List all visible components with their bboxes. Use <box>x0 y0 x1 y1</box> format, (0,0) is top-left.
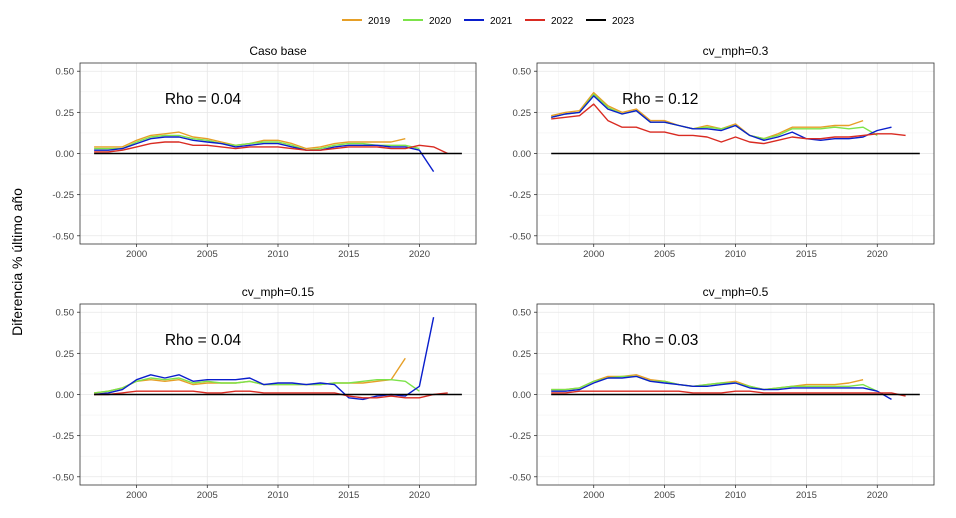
panel-border <box>79 303 477 486</box>
x-tick-label: 2000 <box>126 249 147 260</box>
y-tick-label: 0.00 <box>56 390 75 401</box>
y-tick-label: 0.25 <box>56 349 75 360</box>
x-tick-label: 2000 <box>126 490 147 501</box>
x-tick-label: 2005 <box>197 490 218 501</box>
x-tick-label: 2020 <box>409 490 430 501</box>
legend-label: 2022 <box>551 16 574 27</box>
series-line-2022 <box>94 390 448 399</box>
y-tick-label: -0.50 <box>509 231 531 242</box>
x-tick-label: 2000 <box>583 249 604 260</box>
panel-title: Caso base <box>249 44 307 58</box>
panel-2: 0.50 0.25 0.00 -0.25 -0.50 2000 2005 2010 2015 20… <box>509 44 935 260</box>
y-tick-label: 0.50 <box>513 67 532 78</box>
y-tick-label: 0.00 <box>56 149 75 160</box>
series-line-2022 <box>551 390 906 397</box>
x-tick-label: 2020 <box>867 249 888 260</box>
x-tick-label: 2020 <box>867 490 888 501</box>
y-tick-label: 0.00 <box>513 149 532 160</box>
rho-annotation: Rho = 0.04 <box>165 332 242 349</box>
y-tick-label: -0.25 <box>52 190 74 201</box>
panel-4: 0.50 0.25 0.00 -0.25 -0.50 2000 2005 2010 2015 20… <box>509 285 935 501</box>
y-tick-label: -0.50 <box>52 472 74 483</box>
panels: 0.50 0.25 0.00 -0.25 -0.50 2000 2005 2010 2015 20… <box>52 44 935 501</box>
legend-label: 2023 <box>612 16 635 27</box>
series-line-2019 <box>551 91 864 140</box>
x-tick-label: 2005 <box>654 490 675 501</box>
legend-item-2023: 2023 <box>586 16 635 27</box>
series-line-2022 <box>94 141 448 155</box>
legend-item-2021: 2021 <box>464 16 513 27</box>
y-axis-label: Diferencia % último año <box>9 188 25 336</box>
y-tick-label: -0.25 <box>509 190 531 201</box>
x-tick-label: 2005 <box>654 249 675 260</box>
y-tick-label: -0.50 <box>52 231 74 242</box>
y-tick-label: 0.25 <box>56 108 75 119</box>
series-line-2022 <box>551 103 906 145</box>
panel-title: cv_mph=0.15 <box>242 285 315 299</box>
series-line-2021 <box>94 317 435 401</box>
legend-label: 2020 <box>429 16 452 27</box>
panel-title: cv_mph=0.5 <box>703 285 769 299</box>
x-tick-label: 2010 <box>725 490 746 501</box>
series-line-2021 <box>551 95 892 142</box>
x-tick-label: 2015 <box>338 249 359 260</box>
series-line-2021 <box>94 136 435 172</box>
y-tick-label: 0.00 <box>513 390 532 401</box>
panel-border <box>536 62 935 245</box>
y-tick-label: 0.25 <box>513 108 532 119</box>
series-line-2021 <box>551 375 892 401</box>
x-tick-label: 2005 <box>197 249 218 260</box>
x-tick-label: 2010 <box>267 490 288 501</box>
legend-item-2020: 2020 <box>403 16 452 27</box>
y-tick-label: 0.25 <box>513 349 532 360</box>
panel-title: cv_mph=0.3 <box>703 44 769 58</box>
x-tick-label: 2010 <box>267 249 288 260</box>
series-line-2019 <box>94 357 406 394</box>
x-tick-label: 2020 <box>409 249 430 260</box>
y-tick-label: 0.50 <box>56 67 75 78</box>
legend: 2019 2020 2021 2022 2023 <box>342 16 635 27</box>
legend-label: 2021 <box>490 16 513 27</box>
panel-1: 0.50 0.25 0.00 -0.25 -0.50 2000 2005 2010 2015 20… <box>52 44 477 260</box>
legend-item-2022: 2022 <box>525 16 574 27</box>
panel-border <box>79 62 477 245</box>
legend-item-2019: 2019 <box>342 16 391 27</box>
y-tick-label: -0.25 <box>52 431 74 442</box>
rho-annotation: Rho = 0.03 <box>622 332 698 349</box>
x-tick-label: 2000 <box>583 490 604 501</box>
panel-3: 0.50 0.25 0.00 -0.25 -0.50 2000 2005 2010 2015 20… <box>52 285 477 501</box>
y-tick-label: 0.50 <box>513 308 532 319</box>
x-tick-label: 2015 <box>338 490 359 501</box>
x-tick-label: 2010 <box>725 249 746 260</box>
x-tick-label: 2015 <box>796 490 817 501</box>
series-line-2020 <box>94 134 420 151</box>
series-line-2020 <box>94 377 420 394</box>
y-tick-label: -0.50 <box>509 472 531 483</box>
y-tick-label: 0.50 <box>56 308 75 319</box>
rho-annotation: Rho = 0.12 <box>622 91 698 108</box>
y-tick-label: -0.25 <box>509 431 531 442</box>
series-line-2020 <box>551 93 878 140</box>
panel-border <box>536 303 935 486</box>
x-tick-label: 2015 <box>796 249 817 260</box>
legend-label: 2019 <box>368 16 391 27</box>
rho-annotation: Rho = 0.04 <box>165 91 242 108</box>
